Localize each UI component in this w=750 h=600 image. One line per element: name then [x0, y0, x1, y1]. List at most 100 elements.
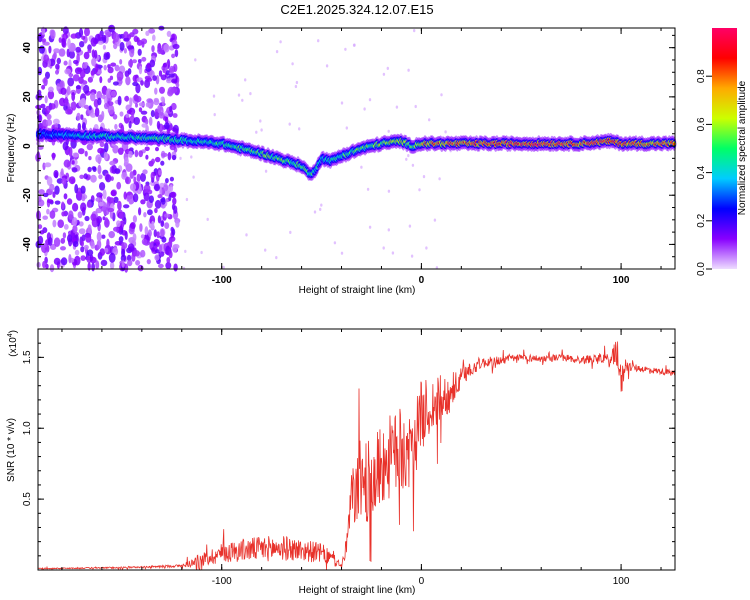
spectrogram-noise-cell [48, 45, 52, 54]
spectrogram-noise-cell [97, 147, 104, 154]
spectrogram-noise-cell [56, 178, 63, 184]
spectrogram-noise-cell [90, 241, 95, 249]
spectrogram-noise-cell [352, 43, 356, 47]
spectrogram-noise-cell [81, 196, 86, 202]
spectrogram-noise-cell [51, 152, 56, 161]
spectrogram-noise-cell [118, 212, 124, 219]
spectrogram-noise-cell [387, 189, 391, 193]
spectrogram-noise-cell [123, 37, 130, 42]
spectrogram-noise-cell [104, 142, 109, 153]
spectrogram-noise-cell [96, 216, 102, 224]
spectrogram-noise-cell [363, 107, 366, 111]
spectrogram-noise-cell [138, 65, 143, 75]
spectrogram-noise-cell [133, 117, 140, 125]
spectrogram-noise-cell [119, 41, 125, 51]
spectrogram-noise-cell [325, 64, 329, 68]
spectrogram-noise-cell [91, 49, 96, 58]
spectrogram-noise-cell [88, 156, 92, 161]
spectrogram-noise-cell [135, 83, 141, 94]
spectrogram-noise-cell [418, 188, 421, 192]
spectrogram-panel: -100 0 100 -40 -20 0 20 40 Height of straight … [6, 24, 677, 296]
spectrogram-noise-cell [135, 95, 142, 103]
spectrogram-noise-cell [68, 176, 76, 185]
spectrogram-noise-cell [73, 59, 79, 65]
spectrogram-noise-cell [77, 211, 83, 219]
snr-series-line [37, 341, 676, 571]
spectrogram-noise-cell [38, 195, 42, 203]
spectrogram-noise-cell [67, 77, 75, 87]
spectrogram-noise-cell [163, 43, 170, 53]
spectrogram-noise-cell [38, 189, 45, 195]
spectrogram-noise-cell [264, 169, 268, 173]
spectrogram-noise-cell [168, 239, 173, 248]
snr-x-tick-label: 0 [419, 576, 425, 587]
spectrogram-noise-cell [222, 265, 225, 269]
spectrogram-noise-cell [138, 107, 143, 113]
spectrogram-noise-cell [114, 64, 120, 72]
spectrogram-noise-cell [71, 217, 78, 226]
spectrogram-noise-cell [55, 69, 59, 75]
spectrogram-noise-cell [121, 260, 125, 268]
spectrogram-noise-cell [161, 152, 168, 157]
spectrogram-noise-cell [162, 62, 167, 68]
spectrogram-noise-cell [87, 224, 92, 235]
spectrogram-noise-cell [112, 144, 119, 154]
snr-background [38, 329, 675, 570]
spectrogram-noise-cell [185, 197, 189, 202]
spectrogram-noise-cell [159, 186, 163, 196]
spectrogram-noise-cell [145, 30, 150, 36]
spectrogram-noise-cell [140, 172, 146, 182]
spectrogram-noise-cell [101, 110, 105, 121]
spectrogram-noise-cell [130, 111, 135, 117]
spectrogram-noise-cell [172, 113, 178, 118]
spectrogram-noise-cell [109, 261, 115, 270]
spectrogram-noise-cell [169, 105, 173, 113]
spectrogram-noise-cell [149, 59, 156, 68]
spectrogram-x-tick-label: 100 [613, 275, 630, 286]
spectrogram-noise-cell [37, 145, 44, 150]
spectrogram-noise-cell [160, 160, 165, 166]
spectrogram-noise-cell [97, 40, 104, 45]
spectrogram-noise-cell [125, 76, 131, 86]
spectrogram-noise-cell [129, 171, 134, 179]
spectrogram-noise-cell [387, 228, 390, 232]
spectrogram-noise-cell [79, 174, 85, 179]
spectrogram-noise-cell [107, 101, 114, 106]
spectrogram-noise-cell [76, 112, 81, 121]
spectrogram-noise-cell [156, 120, 161, 130]
spectrogram-noise-cell [101, 34, 107, 41]
spectrogram-noise-cell [84, 215, 90, 222]
spectrogram-noise-cell [128, 150, 133, 158]
spectrogram-noise-cell [74, 183, 79, 194]
spectrogram-noise-cell [136, 173, 141, 182]
spectrogram-noise-cell [105, 174, 112, 183]
snr-x-tick-label: 100 [613, 576, 630, 587]
spectrogram-noise-cell [141, 238, 148, 245]
spectrogram-noise-cell [116, 181, 122, 190]
spectrogram-noise-cell [141, 123, 148, 128]
spectrogram-noise-cell [83, 84, 90, 94]
spectrogram-noise-cell [78, 28, 84, 38]
spectrogram-noise-cell [150, 171, 155, 181]
colorbar-tick-label: 0.4 [696, 165, 707, 179]
spectrogram-noise-cell [212, 94, 216, 98]
spectrogram-noise-cell [67, 234, 73, 243]
spectrogram-noise-cell [158, 70, 163, 77]
spectrogram-noise-cell [99, 248, 106, 256]
spectrogram-noise-cell [288, 122, 291, 126]
spectrogram-noise-cell [154, 87, 158, 95]
spectrogram-noise-cell [413, 29, 416, 33]
spectrogram-noise-cell [84, 150, 88, 157]
spectrogram-noise-cell [165, 178, 169, 184]
spectrogram-noise-cell [108, 24, 116, 33]
spectrogram-noise-cell [160, 220, 165, 228]
spectrogram-x-ticks: -100 0 100 [61, 28, 662, 286]
spectrogram-noise-cell [123, 191, 127, 200]
spectrogram-noise-cell [140, 80, 144, 86]
spectrogram-noise-cell [70, 102, 75, 108]
snr-y-ticks: 0.5 1.0 1.5 [22, 342, 675, 557]
spectrogram-noise-cell [43, 76, 48, 87]
spectrogram-noise-cell [166, 30, 172, 37]
spectrogram-noise-cell [64, 68, 72, 75]
spectrogram-noise-cell [298, 127, 301, 131]
